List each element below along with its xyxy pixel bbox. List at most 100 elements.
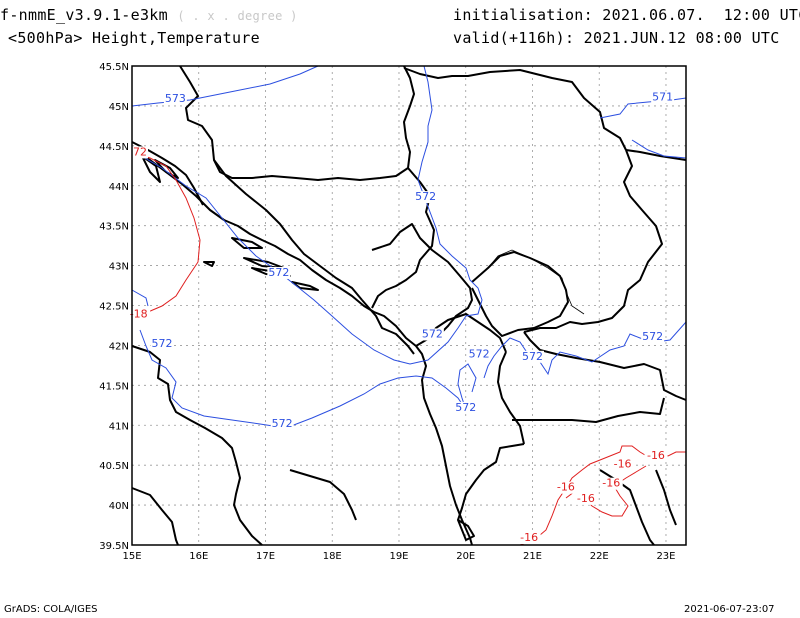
- coastline-calabria-gulf: [289, 469, 357, 521]
- temperature-contour-label-bg: [574, 492, 598, 505]
- height-contour-label-bg: [267, 266, 291, 279]
- height-contour-572-west: [131, 289, 149, 307]
- lat-tick-label: 42.5N: [99, 302, 129, 313]
- temperature-contour-label: -16: [557, 481, 575, 494]
- border-bosnia-serbia: [371, 167, 435, 309]
- border-albania-macedonia: [497, 351, 525, 445]
- height-contour-571: [599, 97, 687, 119]
- border-romania-serbia: [523, 149, 663, 333]
- height-contour-label: 571: [652, 90, 673, 103]
- border-albania-kosovo: [425, 313, 507, 353]
- height-contour-572-loop: [457, 363, 477, 411]
- temperature-contour-label-bg: [554, 481, 578, 494]
- footer-credit: GrADS: COLA/IGES: [4, 604, 98, 615]
- border-croatia-hungary: [179, 65, 415, 181]
- border-kosovo: [471, 251, 569, 337]
- lon-tick-label: 21E: [523, 551, 542, 562]
- height-contour-573: [131, 65, 319, 107]
- height-contour-label: 572: [455, 401, 476, 414]
- temperature-contour-label-bg: [517, 532, 541, 545]
- coastline-italy-heel: [131, 487, 179, 546]
- coastline-adriatic-east: [135, 151, 473, 546]
- lon-tick-label: 20E: [456, 551, 475, 562]
- init-time: initialisation: 2021.06.07. 12:00 UTC: [453, 6, 800, 24]
- axis-labels: 15E 16E 17E 18E 19E 20E 21E 22E 23E 45.5N 45N 44.5N…: [99, 62, 675, 562]
- island-lastovo: [203, 261, 215, 267]
- lon-tick-label: 19E: [389, 551, 408, 562]
- border-serbia-internal: [487, 249, 585, 315]
- lat-tick-label: 44.5N: [99, 142, 129, 153]
- lat-tick-label: 42N: [109, 341, 129, 352]
- island-brac: [231, 237, 263, 249]
- height-contour-label-bg: [520, 350, 544, 363]
- height-contour-label-bg: [454, 401, 478, 414]
- model-name: f-nmmE_v3.9.1-e3km: [0, 6, 168, 24]
- lon-tick-label: 15E: [122, 551, 141, 562]
- coastline-chalkidiki: [655, 469, 677, 526]
- island-cres: [141, 155, 161, 183]
- lat-tick-label: 41.5N: [99, 381, 129, 392]
- temperature-contour-label: -16: [520, 531, 538, 544]
- height-contour-label: 573: [165, 92, 186, 105]
- height-contour-label: 572: [642, 330, 663, 343]
- height-contour-label: 572: [522, 350, 543, 363]
- height-contour-571b: [631, 139, 687, 159]
- border-albania-greece: [457, 443, 525, 521]
- border-bosnia-croatia: [213, 159, 363, 301]
- lon-tick-label: 16E: [189, 551, 208, 562]
- temperature-contour-label: -18: [130, 307, 148, 320]
- height-contour-label-bg: [467, 348, 491, 361]
- lat-tick-label: 43.5N: [99, 222, 129, 233]
- height-contour-label: 572: [422, 327, 443, 340]
- height-contours: [131, 65, 687, 429]
- temperature-contour-label-bg: [132, 146, 149, 159]
- lon-tick-label: 22E: [590, 551, 609, 562]
- temperature-contour-label: -16: [577, 492, 595, 505]
- internal-borders: [487, 249, 585, 315]
- height-contour-label-bg: [414, 191, 438, 204]
- model-title: f-nmmE_v3.9.1-e3km ( . x . degree ): [0, 6, 298, 24]
- border-montenegro: [361, 299, 415, 355]
- valid-time: valid(+116h): 2021.JUN.12 08:00 UTC: [453, 29, 780, 47]
- height-contour-label: 572: [415, 190, 436, 203]
- lon-tick-label: 18E: [323, 551, 342, 562]
- height-labels: 573 571 572 572 572 572 572 572 572 572 572: [150, 90, 675, 430]
- height-contour-572-east: [483, 321, 687, 379]
- lon-tick-label: 23E: [656, 551, 675, 562]
- height-contour-label-bg: [420, 328, 444, 341]
- temperature-contour-label: -16: [602, 477, 620, 490]
- border-macedonia-greece: [512, 397, 665, 423]
- height-contour-label-bg: [651, 91, 675, 104]
- temperature-contour-label-bg: [599, 477, 623, 490]
- height-contour-label-bg: [163, 92, 187, 105]
- lat-tick-label: 39.5N: [99, 541, 129, 552]
- temperature-contour-label-bg: [127, 308, 151, 321]
- height-contour-label: 572: [469, 347, 490, 360]
- lat-tick-label: 40.5N: [99, 461, 129, 472]
- island-mljet: [291, 281, 319, 291]
- border-macedonia-bulgaria: [523, 331, 687, 401]
- height-contour-label-bg: [150, 338, 174, 351]
- units-note: ( . x . degree ): [177, 9, 298, 23]
- height-contour-label-bg: [270, 417, 294, 430]
- level-title: <500hPa> Height,Temperature: [8, 29, 260, 47]
- border-romania-bulgaria: [625, 149, 687, 161]
- coastline-corfu: [457, 519, 475, 541]
- height-contour-572-north: [137, 65, 483, 365]
- temperature-contour-label-bg: [611, 458, 635, 471]
- height-contour-label-bg: [641, 330, 665, 343]
- border-hungary-serbia: [403, 67, 627, 151]
- map-frame: [131, 65, 687, 546]
- lon-tick-label: 17E: [256, 551, 275, 562]
- lat-tick-label: 43N: [109, 262, 129, 273]
- temperature-contour-label-bg: [644, 449, 668, 462]
- border-montenegro-serbia: [371, 223, 473, 347]
- temperature-contour-label: -16: [647, 449, 665, 462]
- lat-lon-grid: [132, 66, 686, 545]
- lat-tick-label: 44N: [109, 182, 129, 193]
- lat-tick-label: 45.5N: [99, 62, 129, 73]
- temperature-contour-label: -16: [614, 458, 632, 471]
- height-contour-label: 572: [272, 417, 293, 430]
